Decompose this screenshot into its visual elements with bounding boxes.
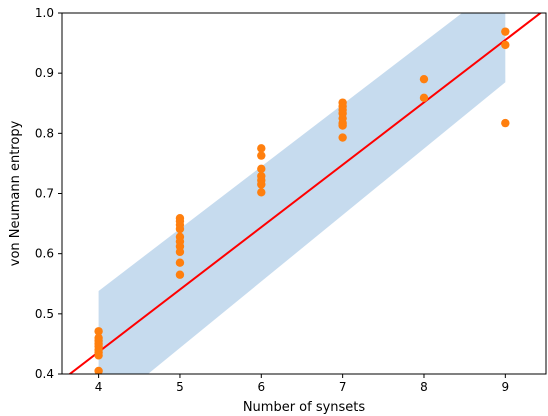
data-point (257, 188, 266, 197)
data-point (94, 366, 103, 374)
data-point (175, 258, 185, 267)
data-points (94, 27, 510, 374)
data-point (257, 180, 266, 189)
data-point (175, 247, 185, 257)
x-tick-label: 6 (257, 380, 265, 394)
confidence-band (98, 13, 506, 374)
data-point (257, 151, 266, 160)
y-tick-label: 0.8 (35, 126, 54, 140)
x-tick-label: 7 (339, 380, 347, 394)
data-point (94, 327, 103, 336)
data-point (175, 224, 185, 234)
data-point (94, 351, 103, 360)
x-tick-label: 5 (176, 380, 184, 394)
data-point (257, 144, 266, 153)
data-point (501, 118, 510, 128)
data-point (175, 270, 185, 279)
x-tick-label: 4 (95, 380, 103, 394)
y-tick-label: 0.4 (35, 367, 54, 381)
data-point (338, 121, 347, 130)
x-tick-label: 9 (502, 380, 510, 394)
y-tick-label: 0.5 (35, 307, 54, 321)
data-point (501, 40, 510, 50)
x-tick-label: 8 (420, 380, 428, 394)
y-axis-label: von Neumann entropy (8, 120, 23, 266)
data-point (419, 93, 429, 103)
y-tick-label: 1.0 (35, 6, 54, 20)
y-tick-label: 0.7 (35, 187, 54, 201)
x-axis-ticks: 4 5 6 7 8 9 (95, 374, 509, 394)
y-tick-label: 0.9 (35, 66, 54, 80)
y-tick-label: 0.6 (35, 247, 54, 261)
data-point (419, 74, 429, 84)
fit-line (68, 13, 543, 374)
data-point (257, 164, 266, 174)
x-axis-label: Number of synsets (243, 400, 366, 415)
data-point (338, 133, 347, 142)
data-point (501, 27, 510, 36)
y-axis-ticks: 0.4 0.5 0.6 0.7 0.8 0.9 1.0 (35, 6, 62, 381)
